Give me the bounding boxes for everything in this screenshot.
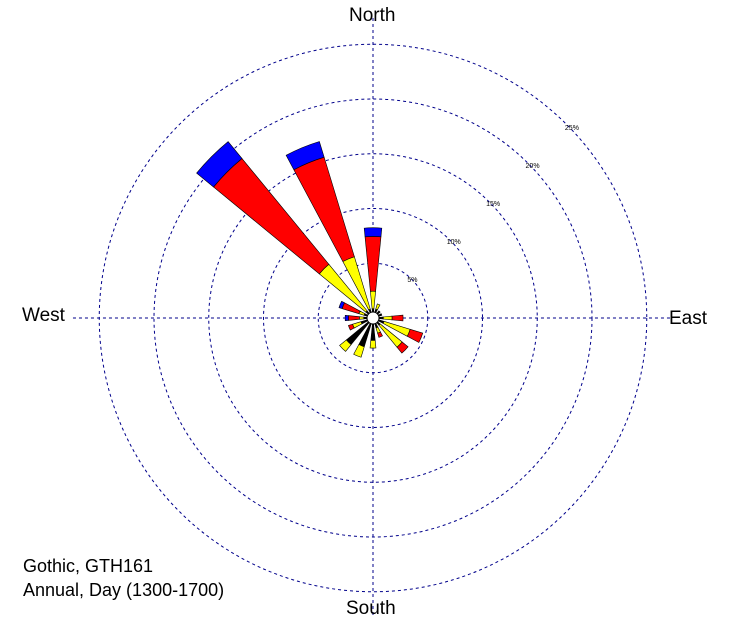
rose-bar-292.5-band4 xyxy=(338,300,345,309)
rose-bar-90-band2 xyxy=(383,315,393,321)
rose-bar-225-band2 xyxy=(339,339,352,352)
calm-circle xyxy=(366,311,380,325)
rose-bar-0-band4 xyxy=(363,227,383,238)
chart-bars xyxy=(196,141,424,358)
rose-bar-180-band1 xyxy=(370,323,376,341)
direction-label-south: South xyxy=(346,598,396,619)
rose-bar-315-band4 xyxy=(196,141,243,188)
rose-bar-337.5-band4 xyxy=(285,141,325,171)
rose-bar-90-band1 xyxy=(378,316,384,320)
rose-bar-202.5-band2 xyxy=(353,344,365,358)
ring-label-25: 25% xyxy=(565,125,579,132)
grid-ring-20 xyxy=(153,98,593,538)
direction-label-east: East xyxy=(669,308,708,329)
ring-label-10: 10% xyxy=(447,239,461,246)
rose-bar-0-band2 xyxy=(370,290,376,310)
rose-bar-90-band3 xyxy=(391,314,404,322)
rose-bar-247.5-band3 xyxy=(348,323,355,331)
ring-label-5: 5% xyxy=(407,277,417,284)
direction-label-north: North xyxy=(349,5,396,26)
rose-bar-180-band2 xyxy=(369,339,377,349)
caption-station: Gothic, GTH161 xyxy=(23,556,154,576)
ring-label-20: 20% xyxy=(526,163,540,170)
ring-labels: 5% 10% 15% 20% 25% xyxy=(407,125,579,284)
rose-bar-112.5-band3 xyxy=(406,328,424,343)
rose-bar-157.5-band3 xyxy=(377,331,383,338)
ring-label-15: 15% xyxy=(486,201,500,208)
direction-label-west: West xyxy=(22,305,65,326)
rose-bar-270-band4 xyxy=(344,314,349,322)
rose-bar-22.5-band2 xyxy=(375,303,381,311)
caption-period: Annual, Day (1300-1700) xyxy=(23,580,225,600)
rose-bar-0-band3 xyxy=(364,236,382,292)
rose-bar-270-band2 xyxy=(359,316,365,320)
rose-bar-135-band3 xyxy=(396,341,409,354)
rose-bar-270-band3 xyxy=(348,315,360,321)
